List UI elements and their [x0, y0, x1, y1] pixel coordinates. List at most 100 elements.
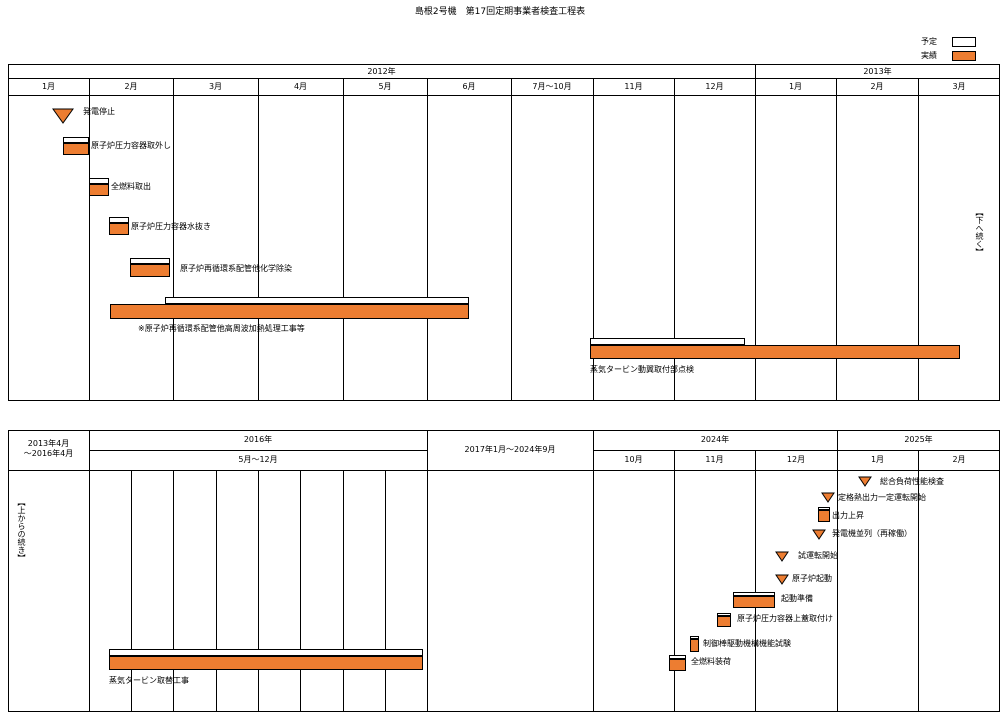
top-header-bottom: [8, 95, 1000, 96]
milestone-triangle-icon: [775, 551, 789, 562]
top-month-jul-oct: 7月～10月: [532, 82, 572, 91]
task-label: 全燃料取出: [111, 182, 151, 191]
top-year-divider: [755, 64, 756, 401]
bottom-col-line: [89, 430, 90, 712]
bottom-col-line: [837, 430, 838, 712]
actual-bar: [590, 345, 960, 359]
top-year-2012: 2012年: [367, 67, 396, 76]
task-label: ※原子炉再循環系配管他高周波加熱処理工事等: [138, 324, 305, 333]
task-label: 出力上昇: [832, 511, 864, 520]
actual-bar: [733, 596, 775, 608]
bottom-grid-line: [343, 470, 344, 712]
milestone-triangle-icon: [858, 476, 872, 487]
bottom-month-jan: 1月: [870, 455, 885, 464]
plan-bar: [89, 178, 109, 184]
top-header-divider: [8, 78, 1000, 79]
top-col-line: [511, 78, 512, 401]
actual-bar: [110, 304, 469, 319]
bottom-col-line: [674, 450, 675, 712]
task-label: 起動準備: [781, 594, 813, 603]
top-col-line: [89, 78, 90, 401]
top-year-2013: 2013年: [863, 67, 892, 76]
bottom-gap-header: 2017年1月～2024年9月: [464, 445, 556, 454]
task-label: 原子炉圧力容器取外し: [91, 141, 171, 150]
top-month-jan: 1月: [41, 82, 56, 91]
top-month-feb: 2月: [124, 82, 138, 91]
bottom-col-line: [755, 450, 756, 712]
task-label: 試運転開始: [798, 551, 838, 560]
actual-bar: [130, 264, 170, 277]
plan-bar: [63, 137, 89, 143]
task-label: 定格熱出力一定運転開始: [838, 493, 926, 502]
task-label: 発電停止: [83, 107, 115, 116]
plan-bar: [165, 297, 469, 304]
actual-bar: [818, 510, 830, 522]
task-label: 蒸気タービン取替工事: [109, 676, 189, 685]
bottom-grid-line: [258, 470, 259, 712]
actual-bar: [109, 656, 423, 670]
task-label: 総合負荷性能検査: [880, 477, 944, 486]
bottom-month-feb: 2月: [952, 455, 966, 464]
top-col-line: [674, 78, 675, 401]
bottom-month-nov: 11月: [705, 455, 724, 464]
continue-down-note: 【下へ続く】: [975, 208, 984, 256]
top-col-line: [173, 78, 174, 401]
bottom-first-col-header: 2013年4月 ～2016年4月: [23, 439, 74, 458]
bottom-grid-line: [131, 470, 132, 712]
task-label: 制御棒駆動機構機能試験: [703, 639, 791, 648]
task-label: 発電機並列（再稼働）: [832, 529, 912, 538]
plan-bar: [130, 258, 170, 264]
top-col-line: [593, 78, 594, 401]
top-month-nov: 11月: [624, 82, 643, 91]
task-label: 原子炉圧力容器水抜き: [131, 222, 211, 231]
top-month-mar: 3月: [208, 82, 223, 91]
bottom-year-2025: 2025年: [904, 435, 933, 444]
page-title: 島根2号機 第17回定期事業者検査工程表: [414, 7, 586, 17]
plan-bar: [818, 507, 830, 510]
bottom-grid-line: [385, 470, 386, 712]
plan-bar: [717, 613, 731, 616]
task-label: 原子炉起動: [792, 574, 832, 583]
actual-bar: [717, 616, 731, 627]
continue-from-above-note: 【上からの続き】: [17, 498, 26, 562]
actual-bar: [63, 143, 89, 155]
top-col-line: [258, 78, 259, 401]
plan-bar: [109, 649, 423, 656]
plan-bar: [109, 217, 129, 223]
bottom-header-divider: [593, 450, 1000, 451]
top-col-line: [836, 78, 837, 401]
top-month-jun: 6月: [462, 82, 476, 91]
plan-bar: [590, 338, 745, 345]
bottom-grid-line: [173, 470, 174, 712]
bottom-year-2016: 2016年: [243, 435, 273, 444]
top-col-line: [918, 78, 919, 401]
milestone-triangle-icon: [812, 529, 826, 540]
top-month-apr: 4月: [293, 82, 308, 91]
actual-bar: [690, 639, 699, 652]
actual-bar: [89, 184, 109, 196]
legend-plan-label: 予定: [921, 37, 937, 46]
bottom-header-divider: [89, 450, 427, 451]
milestone-triangle-icon: [775, 574, 789, 585]
bottom-month-oct: 10月: [624, 455, 643, 464]
plan-bar: [733, 592, 775, 596]
task-label: 全燃料装荷: [691, 657, 731, 666]
legend-plan-swatch: [952, 37, 976, 47]
bottom-header-bottom: [8, 470, 1000, 471]
legend-actual-label: 実績: [921, 51, 937, 60]
task-label: 蒸気タービン動翼取付部点検: [590, 365, 694, 374]
top-month-dec: 12月: [705, 82, 724, 91]
actual-bar: [669, 659, 686, 671]
milestone-triangle-icon: [52, 108, 74, 124]
top-month-mar-2013: 3月: [952, 82, 966, 91]
top-col-line: [427, 78, 428, 401]
top-month-may: 5月: [378, 82, 392, 91]
bottom-col-line: [593, 430, 594, 712]
task-label: 原子炉再循環系配管他化学除染: [180, 264, 292, 273]
task-label: 原子炉圧力容器上蓋取付け: [737, 614, 833, 623]
top-month-feb-2013: 2月: [870, 82, 884, 91]
bottom-grid-line: [216, 470, 217, 712]
top-month-jan-2013: 1月: [788, 82, 803, 91]
bottom-grid-line: [300, 470, 301, 712]
bottom-col-line: [427, 430, 428, 712]
